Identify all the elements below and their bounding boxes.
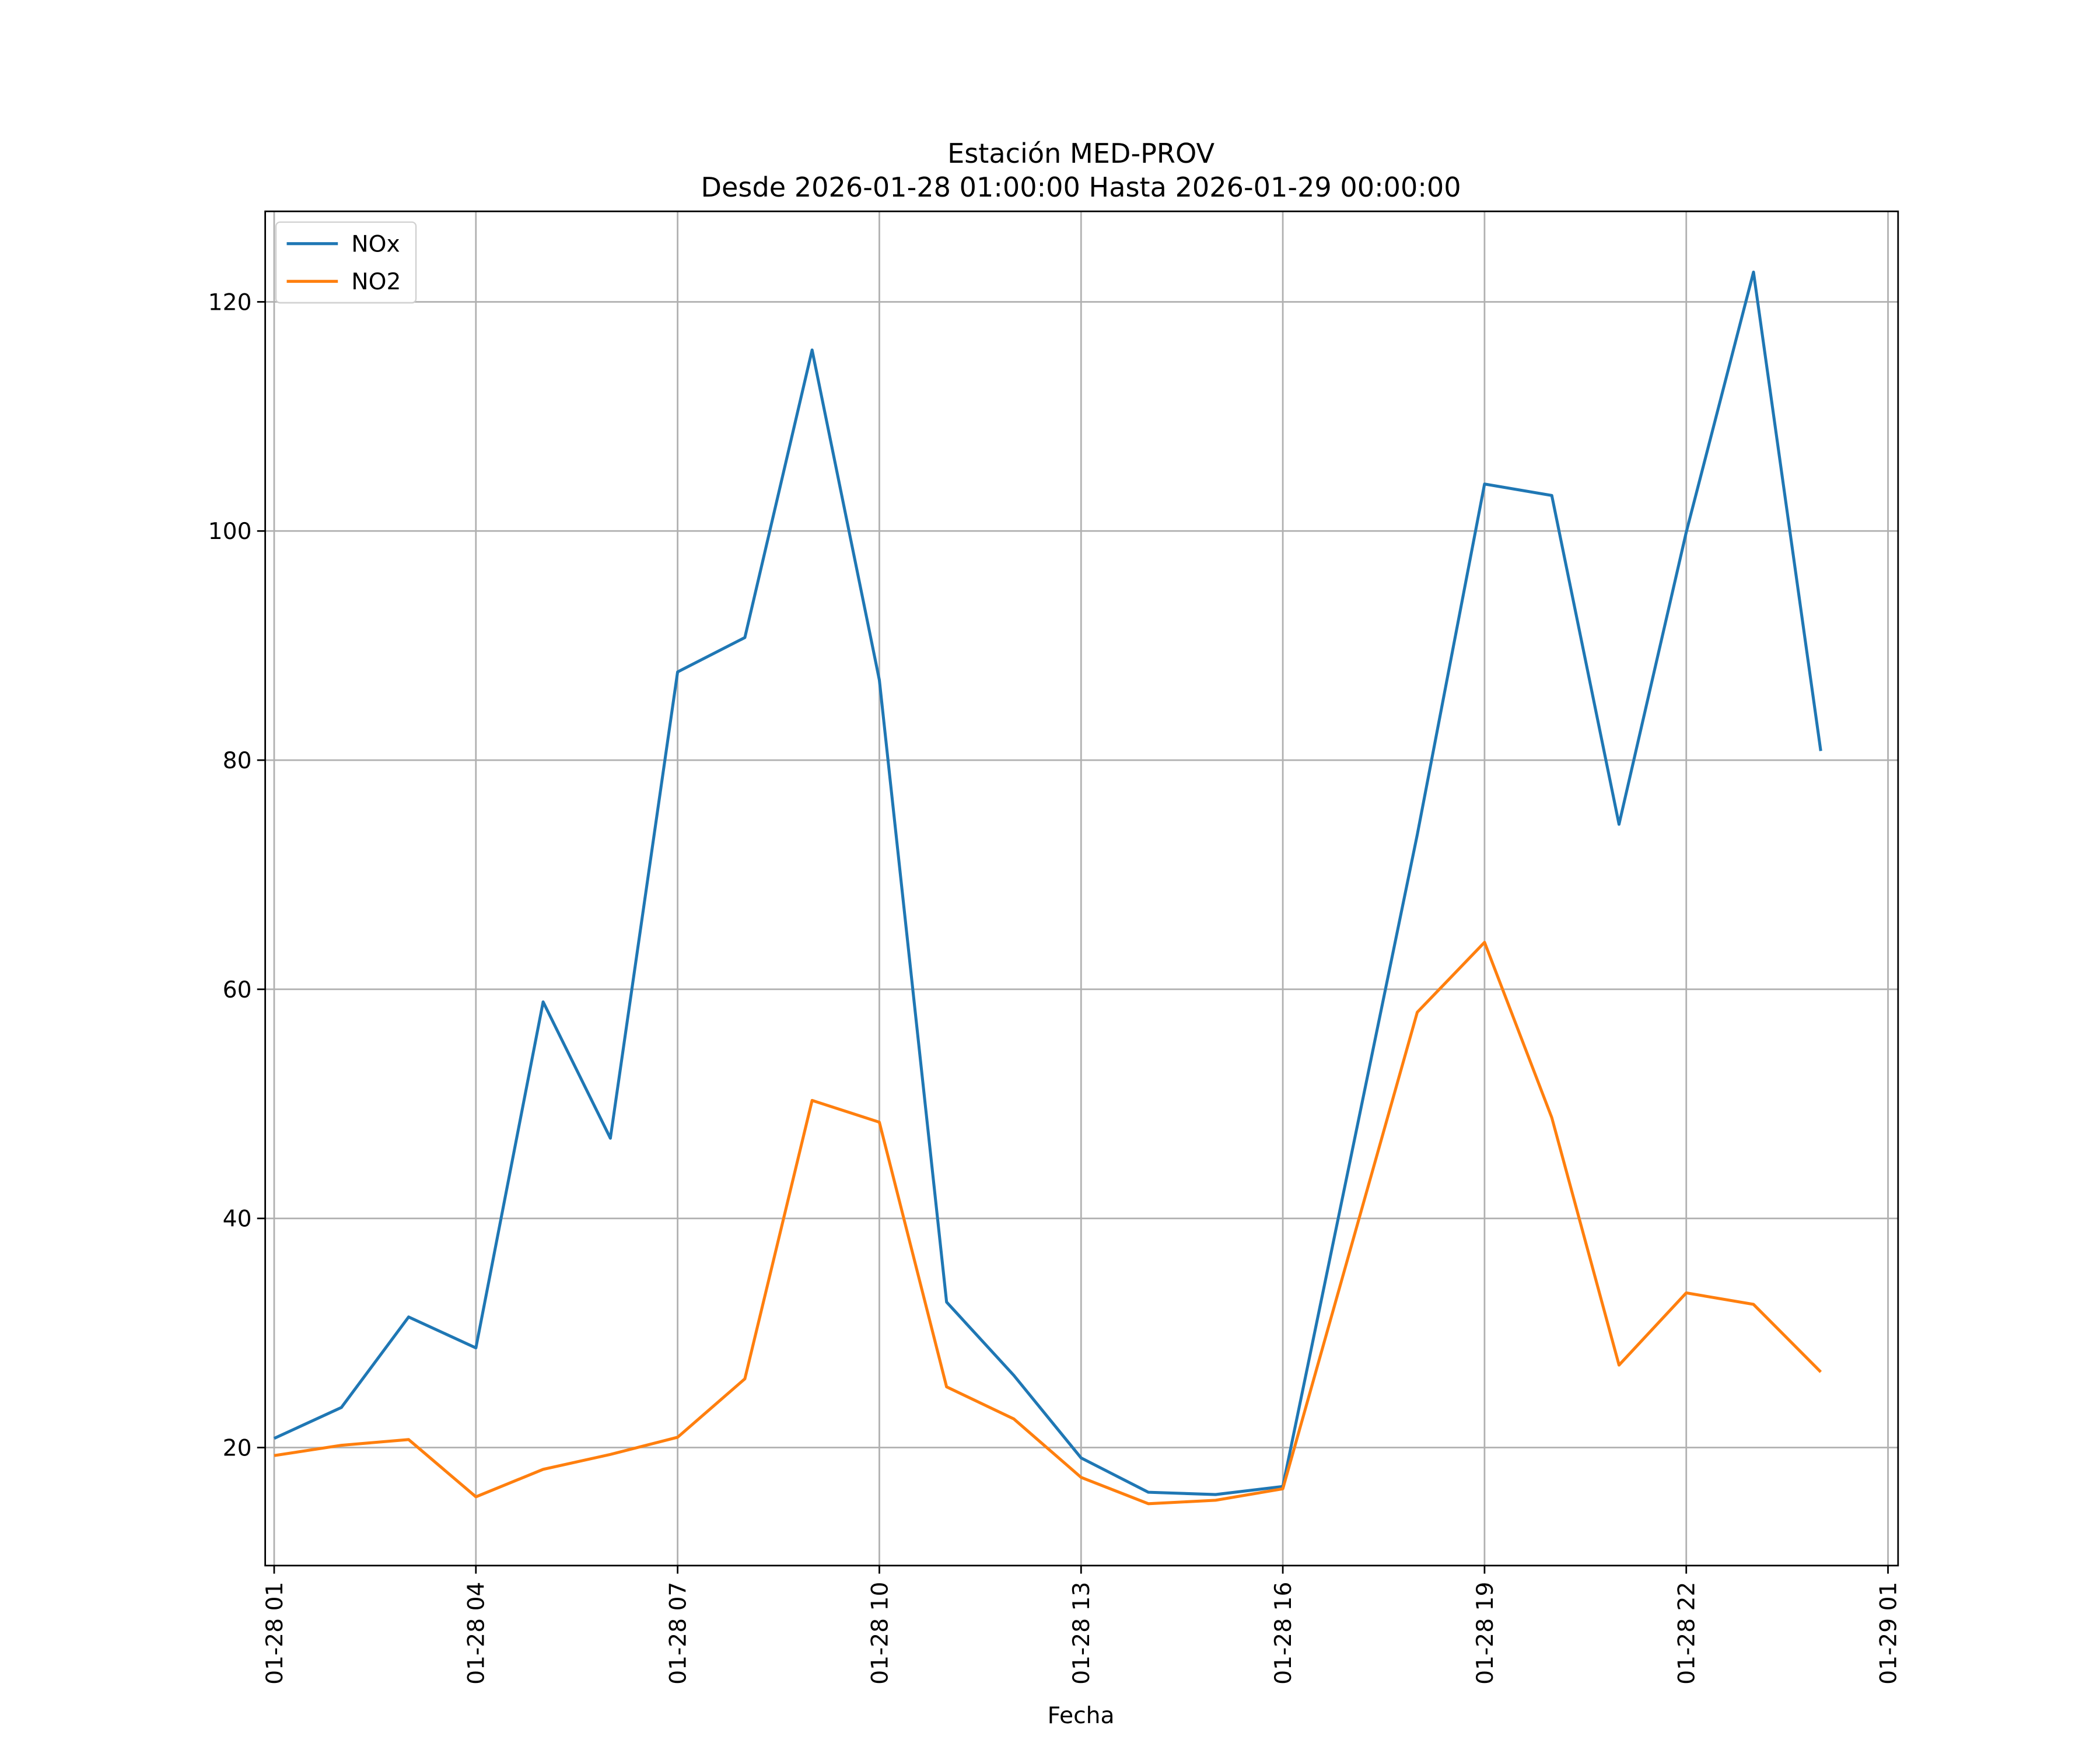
x-tick-label: 01-28 22 [1674, 1582, 1700, 1685]
y-tick-label: 40 [223, 1206, 252, 1233]
x-tick-label: 01-28 07 [665, 1582, 691, 1685]
x-tick-label: 01-29 01 [1875, 1582, 1902, 1685]
legend-label: NOx [351, 232, 400, 258]
y-tick-label: 20 [223, 1435, 252, 1461]
legend-label: NO2 [351, 269, 401, 295]
x-tick-label: 01-28 04 [464, 1582, 490, 1685]
axes-frame [264, 210, 1899, 1567]
x-tick-label: 01-28 16 [1270, 1582, 1297, 1685]
x-tick-label: 01-28 01 [262, 1582, 288, 1685]
y-tick-label: 80 [223, 748, 252, 774]
y-tick-label: 100 [208, 519, 252, 545]
x-axis-label: Fecha [1048, 1703, 1115, 1729]
x-tick-label: 01-28 13 [1069, 1582, 1095, 1685]
y-tick-label: 60 [223, 977, 252, 1003]
y-tick-label: 120 [208, 289, 252, 316]
series-line [274, 940, 1822, 1506]
x-tick-label: 01-28 10 [867, 1582, 893, 1685]
series-line [273, 270, 1822, 1496]
x-tick-label: 01-28 19 [1472, 1582, 1499, 1685]
chart-title: Estación MED-PROV [947, 138, 1214, 169]
chart-subtitle: Desde 2026-01-28 01:00:00 Hasta 2026-01-… [701, 172, 1461, 203]
